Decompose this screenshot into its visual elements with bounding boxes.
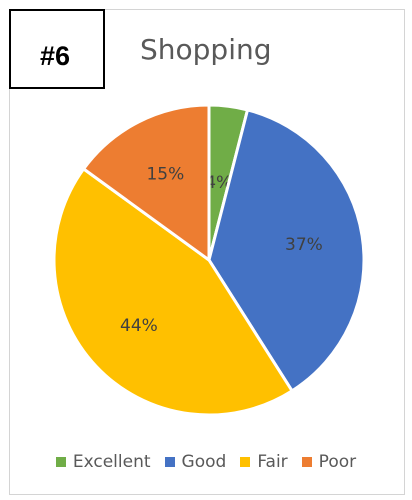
chart-title: Shopping xyxy=(140,33,272,66)
legend-label-excellent: Excellent xyxy=(72,452,151,472)
legend-swatch-poor xyxy=(301,457,312,467)
data-label-good: 37% xyxy=(285,235,323,255)
chart-number-label: #6 xyxy=(40,41,71,71)
legend-label-good: Good xyxy=(181,452,227,472)
data-label-poor: 15% xyxy=(146,164,184,184)
chart-legend: Excellent Good Fair Poor xyxy=(0,452,412,472)
pie-slice-fair xyxy=(52,167,294,417)
legend-item-good: Good xyxy=(164,452,227,472)
legend-item-fair: Fair xyxy=(240,452,288,472)
legend-swatch-excellent xyxy=(55,457,66,467)
legend-item-excellent: Excellent xyxy=(55,452,151,472)
legend-swatch-fair xyxy=(240,457,251,467)
legend-label-fair: Fair xyxy=(257,452,288,472)
legend-label-poor: Poor xyxy=(318,452,357,472)
pie-slice-poor xyxy=(82,103,211,262)
legend-swatch-good xyxy=(164,457,175,467)
chart-number-badge: #6 xyxy=(9,9,105,89)
data-label-fair: 44% xyxy=(120,316,158,336)
legend-item-poor: Poor xyxy=(301,452,357,472)
data-label-excellent: 4% xyxy=(205,173,232,193)
